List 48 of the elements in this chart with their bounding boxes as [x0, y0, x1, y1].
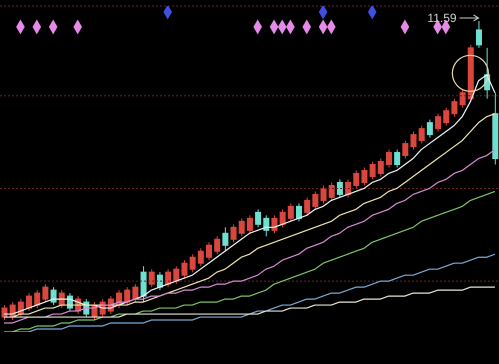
- candlestick: [443, 107, 450, 126]
- candlestick: [181, 260, 188, 279]
- candlestick: [418, 125, 425, 144]
- candlestick: [328, 182, 335, 201]
- candlestick: [451, 98, 458, 118]
- candlestick: [255, 208, 262, 228]
- candlestick: [460, 89, 466, 108]
- candlestick: [165, 268, 172, 288]
- candlestick: [173, 266, 180, 285]
- candlestick: [410, 131, 417, 150]
- annotation: 11.59: [427, 10, 457, 25]
- candlestick: [214, 236, 220, 255]
- candlestick: [426, 119, 433, 138]
- candlestick: [34, 290, 40, 309]
- candlestick: [198, 248, 204, 267]
- candlestick: [353, 170, 360, 189]
- candlestick: [280, 208, 286, 228]
- candlestick: [190, 254, 196, 273]
- candlestick: [435, 113, 442, 132]
- candlestick: [230, 224, 237, 243]
- candlestick: [156, 272, 163, 291]
- candlestick: [140, 266, 147, 303]
- candlestick: [402, 140, 408, 160]
- candlestick: [222, 226, 228, 252]
- candlestick: [394, 149, 400, 168]
- candlestick: [148, 268, 155, 288]
- candlestick: [370, 161, 376, 180]
- candlestick: [132, 284, 138, 303]
- candlestick: [476, 20, 482, 48]
- candlestick: [361, 167, 368, 186]
- candlestick: [42, 284, 48, 303]
- candlestick: [271, 214, 278, 234]
- candlestick: [288, 202, 294, 222]
- candlestick: [238, 218, 245, 237]
- candlestick: [386, 149, 392, 168]
- candlestick: [26, 292, 32, 312]
- candlestick: [50, 286, 57, 306]
- candlestick: [296, 202, 302, 222]
- candlestick: [378, 158, 384, 177]
- candlestick: [263, 214, 270, 237]
- candlestick: [320, 184, 327, 204]
- candlestick: [206, 242, 212, 261]
- candlestick: [246, 214, 253, 234]
- candlestick: [336, 178, 343, 198]
- candlestick: [2, 304, 8, 321]
- candlestick: [304, 196, 310, 216]
- candlestick: [124, 286, 130, 306]
- candlestick: [312, 190, 318, 210]
